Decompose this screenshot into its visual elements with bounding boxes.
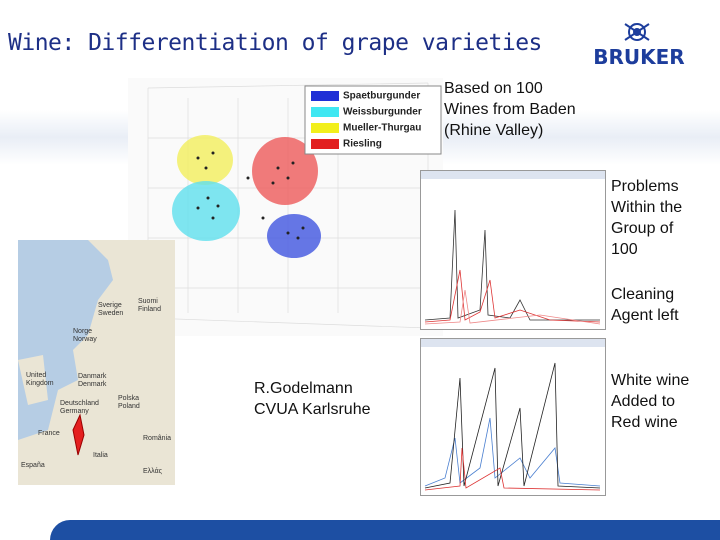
note-line: Based on 100 — [444, 80, 543, 97]
map-label: España — [21, 462, 45, 469]
map-label: France — [38, 430, 60, 437]
note-line: Wines from Baden — [444, 101, 576, 118]
map-label: Poland — [118, 403, 140, 410]
map-label: Germany — [60, 408, 89, 415]
note-line: CVUA Karlsruhe — [254, 401, 371, 418]
note-line: (Rhine Valley) — [444, 122, 544, 139]
spectrum-window — [420, 338, 606, 496]
footer-bar — [50, 520, 720, 540]
legend-label: Riesling — [343, 139, 382, 150]
map-label: Polska — [118, 395, 140, 402]
note-line: Cleaning — [611, 286, 675, 303]
map: Suomi Finland Sverige Sweden Norge Norwa… — [18, 240, 175, 485]
map-label: România — [143, 435, 172, 442]
note-line: Problems — [611, 178, 679, 195]
note-line: Red wine — [611, 414, 678, 431]
credit: R.Godelmann CVUA Karlsruhe — [254, 378, 371, 420]
map-label: Sverige — [98, 302, 122, 309]
map-label: Deutschland — [60, 400, 99, 407]
map-label: Denmark — [78, 381, 107, 388]
note-line: Group of — [611, 220, 674, 237]
map-label: Sweden — [98, 310, 124, 317]
map-label: Kingdom — [26, 380, 54, 387]
legend-label: Weissburgunder — [343, 107, 422, 118]
note: White wine Added to Red wine — [611, 370, 689, 433]
map-label: Finland — [138, 306, 161, 313]
slide-title: Wine: Differentiation of grape varieties — [8, 30, 542, 56]
map-label: Norway — [73, 336, 97, 343]
legend-label: Mueller-Thurgau — [343, 123, 421, 134]
map-label: Suomi — [138, 298, 158, 305]
note-line: Within the — [611, 199, 683, 216]
note-line: 100 — [611, 241, 638, 258]
logo: BRUKER — [593, 23, 685, 69]
map-label: Italia — [93, 452, 108, 459]
note-line: Added to — [611, 393, 676, 410]
note: Problems Within the Group of 100 — [611, 176, 682, 260]
note-line: R.Godelmann — [254, 380, 353, 397]
map-label: Danmark — [78, 373, 107, 380]
spectrum-window — [420, 170, 606, 330]
note: Cleaning Agent left — [611, 284, 679, 326]
map-label: Norge — [73, 328, 93, 335]
map-land — [18, 240, 175, 485]
pca-plot: Spaetburgunder Weissburgunder Mueller-Th… — [128, 78, 443, 336]
note-line: White wine — [611, 372, 690, 389]
note-line: Agent left — [611, 307, 679, 324]
logo-text: BRUKER — [593, 45, 684, 69]
note: Based on 100 Wines from Baden (Rhine Val… — [444, 78, 576, 141]
map-label: Ελλάς — [143, 468, 162, 475]
legend-label: Spaetburgunder — [343, 91, 420, 102]
map-label: United — [26, 372, 47, 379]
